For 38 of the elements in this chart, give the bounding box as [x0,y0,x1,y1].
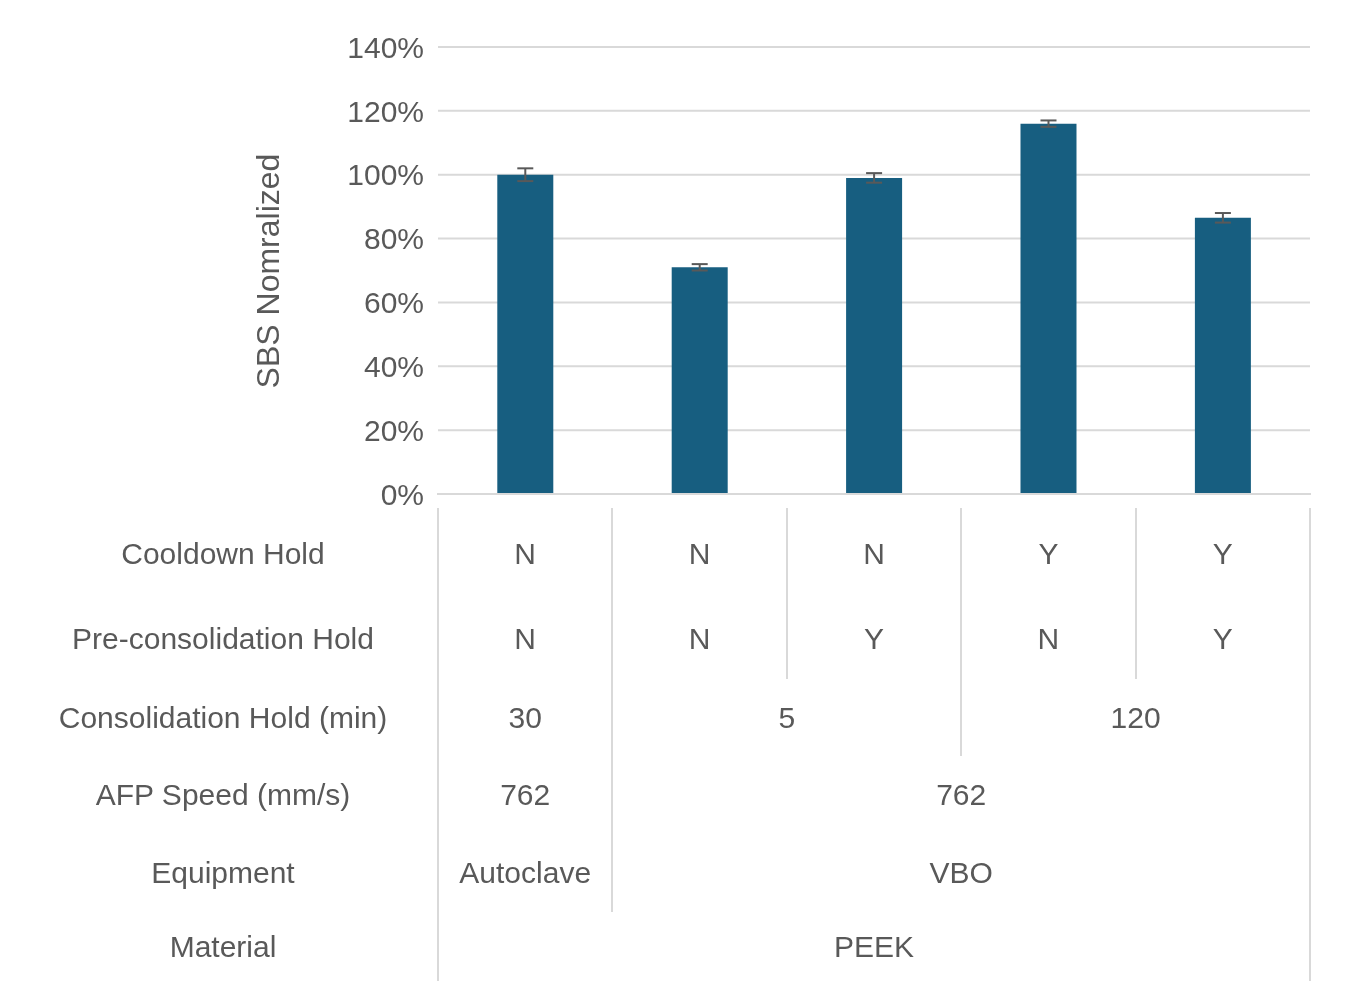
text: PEEK [833,930,915,964]
text: Y [863,622,884,656]
y-tick-label: 0% [380,477,424,511]
text: Consolidation Hold (min) [58,700,388,735]
text: Equipment [151,856,295,890]
text: 120 [1110,700,1161,735]
text: 30 [508,700,542,735]
y-tick-label: 80% [363,222,424,256]
text: 762 [936,778,987,812]
text: N [1037,622,1060,656]
y-tick-label: 20% [363,413,424,447]
bar [846,177,903,494]
text: N [514,622,537,656]
text: 5 [778,700,796,735]
text: Material [169,930,277,964]
y-tick-label: 100% [347,158,424,192]
text: 762 [500,778,551,812]
bar [1194,217,1251,494]
y-tick-label: 60% [363,286,424,320]
x-tick-label: N [688,536,711,571]
text: VBO [929,856,993,890]
y-tick-label: 120% [347,94,424,128]
bar [497,174,554,494]
bar [1020,123,1077,494]
text: Y [1212,622,1233,656]
x-tick-label: N [863,536,885,571]
text: Cooldown Hold [121,536,325,571]
y-tick-label: 40% [363,349,424,383]
text: Autoclave [459,856,592,890]
text: AFP Speed (mm/s) [95,778,351,812]
y-axis-title: SBS Nomralized [249,153,287,388]
y-tick-label: 140% [347,30,424,64]
x-tick-label: Y [1038,536,1059,571]
text: N [688,622,711,656]
text: Pre-consolidation Hold [72,622,374,656]
bar [671,267,728,494]
x-tick-label: Y [1212,536,1233,571]
x-tick-label: N [514,536,537,571]
